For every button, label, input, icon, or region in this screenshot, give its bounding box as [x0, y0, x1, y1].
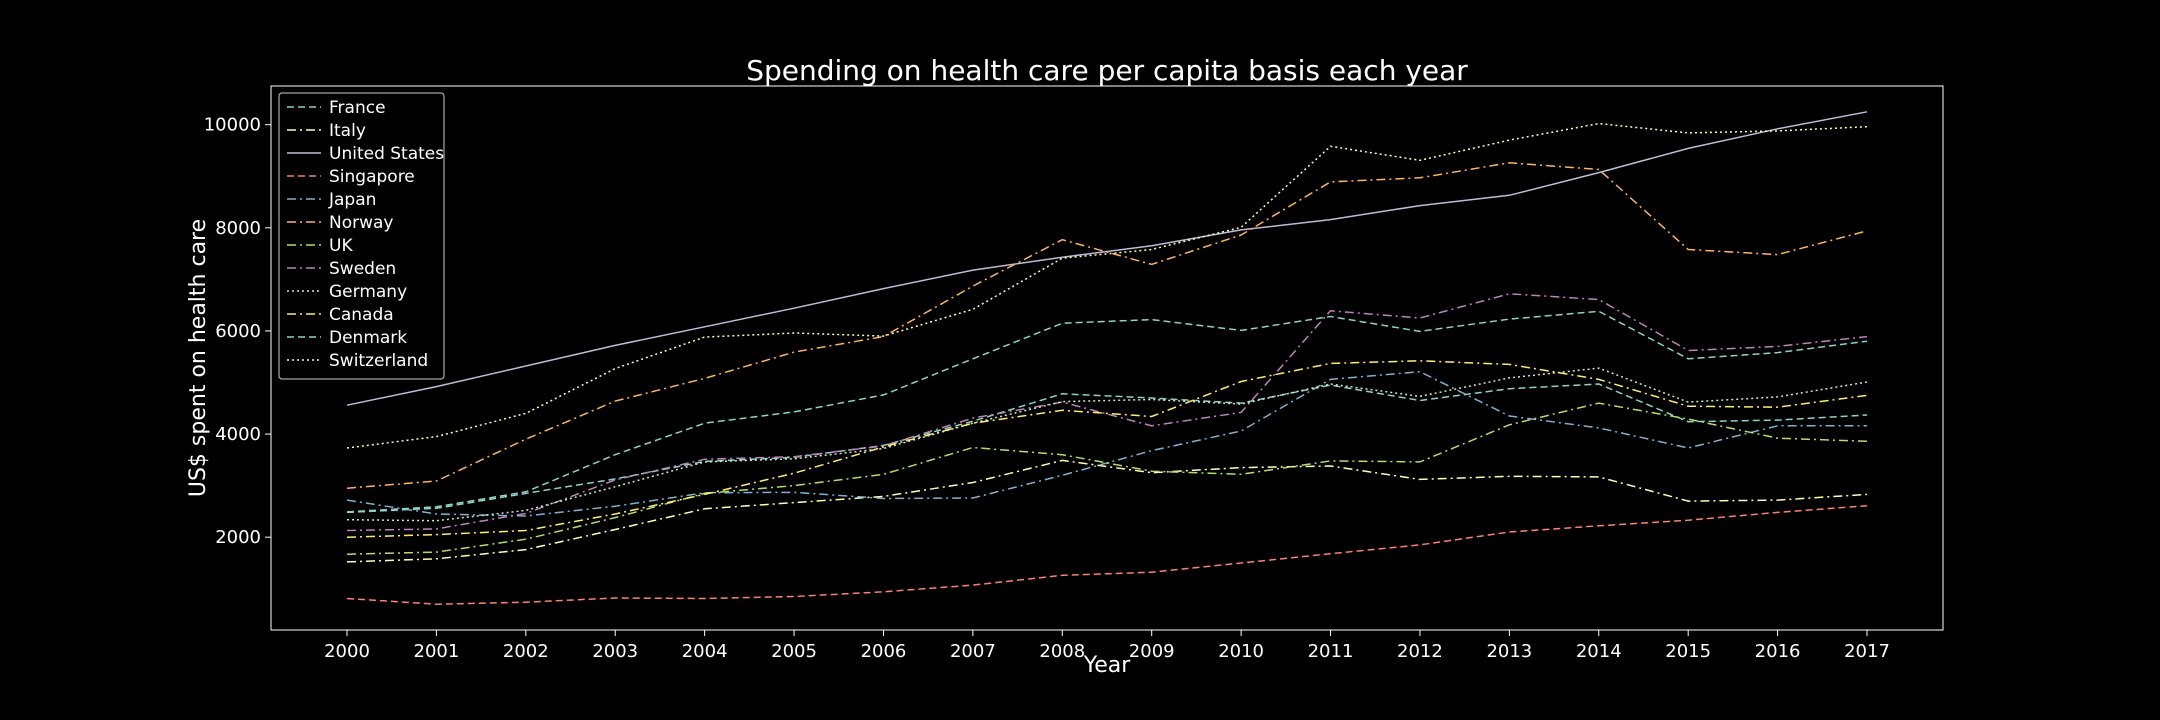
series-line — [346, 370, 1867, 517]
legend-frame — [278, 92, 445, 380]
x-axis: 2000 2001 2002 2003 2004 2005 2006 2007 2008 2009… — [324, 630, 1890, 662]
legend-label: Italy — [329, 121, 366, 141]
series-line — [346, 310, 1868, 513]
x-tick-label: 2004 — [682, 641, 728, 662]
x-tick-label: 2016 — [1755, 641, 1801, 662]
series-line — [346, 162, 1868, 489]
x-tick-label: 2007 — [950, 641, 996, 662]
y-tick-label: 8000 — [215, 218, 261, 239]
y-axis: 2000 4000 6000 8000 10000 — [204, 115, 271, 548]
chart-title: Spending on health care per capita basis… — [746, 54, 1468, 87]
legend: France Italy United States Singapore Japan No… — [278, 92, 445, 380]
y-axis-label: US$ spent on health care — [186, 219, 211, 497]
legend-label: UK — [329, 236, 353, 256]
x-tick-label: 2008 — [1039, 641, 1085, 662]
y-tick-label: 4000 — [215, 424, 261, 445]
x-tick-label: 2003 — [592, 641, 638, 662]
plot-frame — [270, 85, 1944, 631]
x-tick-label: 2013 — [1486, 641, 1532, 662]
legend-label: Canada — [329, 305, 394, 325]
y-tick-label: 10000 — [204, 115, 261, 136]
x-tick-label: 2009 — [1129, 641, 1175, 662]
x-tick-label: 2010 — [1218, 641, 1264, 662]
legend-label: France — [329, 98, 386, 118]
x-tick-label: 2002 — [503, 641, 549, 662]
x-tick-label: 2015 — [1665, 641, 1711, 662]
x-axis-label: Year — [1083, 653, 1132, 678]
y-tick-label: 6000 — [215, 321, 261, 342]
x-tick-label: 2011 — [1308, 641, 1354, 662]
x-tick-label: 2001 — [414, 641, 460, 662]
series-line — [346, 293, 1868, 532]
x-tick-label: 2006 — [861, 641, 907, 662]
x-tick-label: 2005 — [771, 641, 817, 662]
x-tick-label: 2012 — [1397, 641, 1443, 662]
y-tick-label: 2000 — [215, 527, 261, 548]
legend-label: Japan — [328, 190, 376, 210]
plot-area — [270, 85, 1944, 631]
series-line — [346, 122, 1868, 449]
legend-label: Germany — [329, 282, 407, 302]
series-line — [346, 504, 1868, 605]
legend-label: United States — [329, 144, 444, 164]
legend-label: Denmark — [329, 328, 407, 348]
x-tick-label: 2014 — [1576, 641, 1622, 662]
legend-label: Sweden — [329, 259, 396, 279]
legend-label: Norway — [329, 213, 394, 233]
legend-label: Switzerland — [329, 351, 428, 371]
x-tick-label: 2000 — [324, 641, 370, 662]
series-line — [346, 367, 1868, 522]
series-line — [346, 383, 1868, 514]
series-line — [346, 360, 1868, 538]
series-line — [346, 459, 1868, 563]
legend-label: Singapore — [329, 167, 415, 187]
x-tick-label: 2017 — [1844, 641, 1890, 662]
